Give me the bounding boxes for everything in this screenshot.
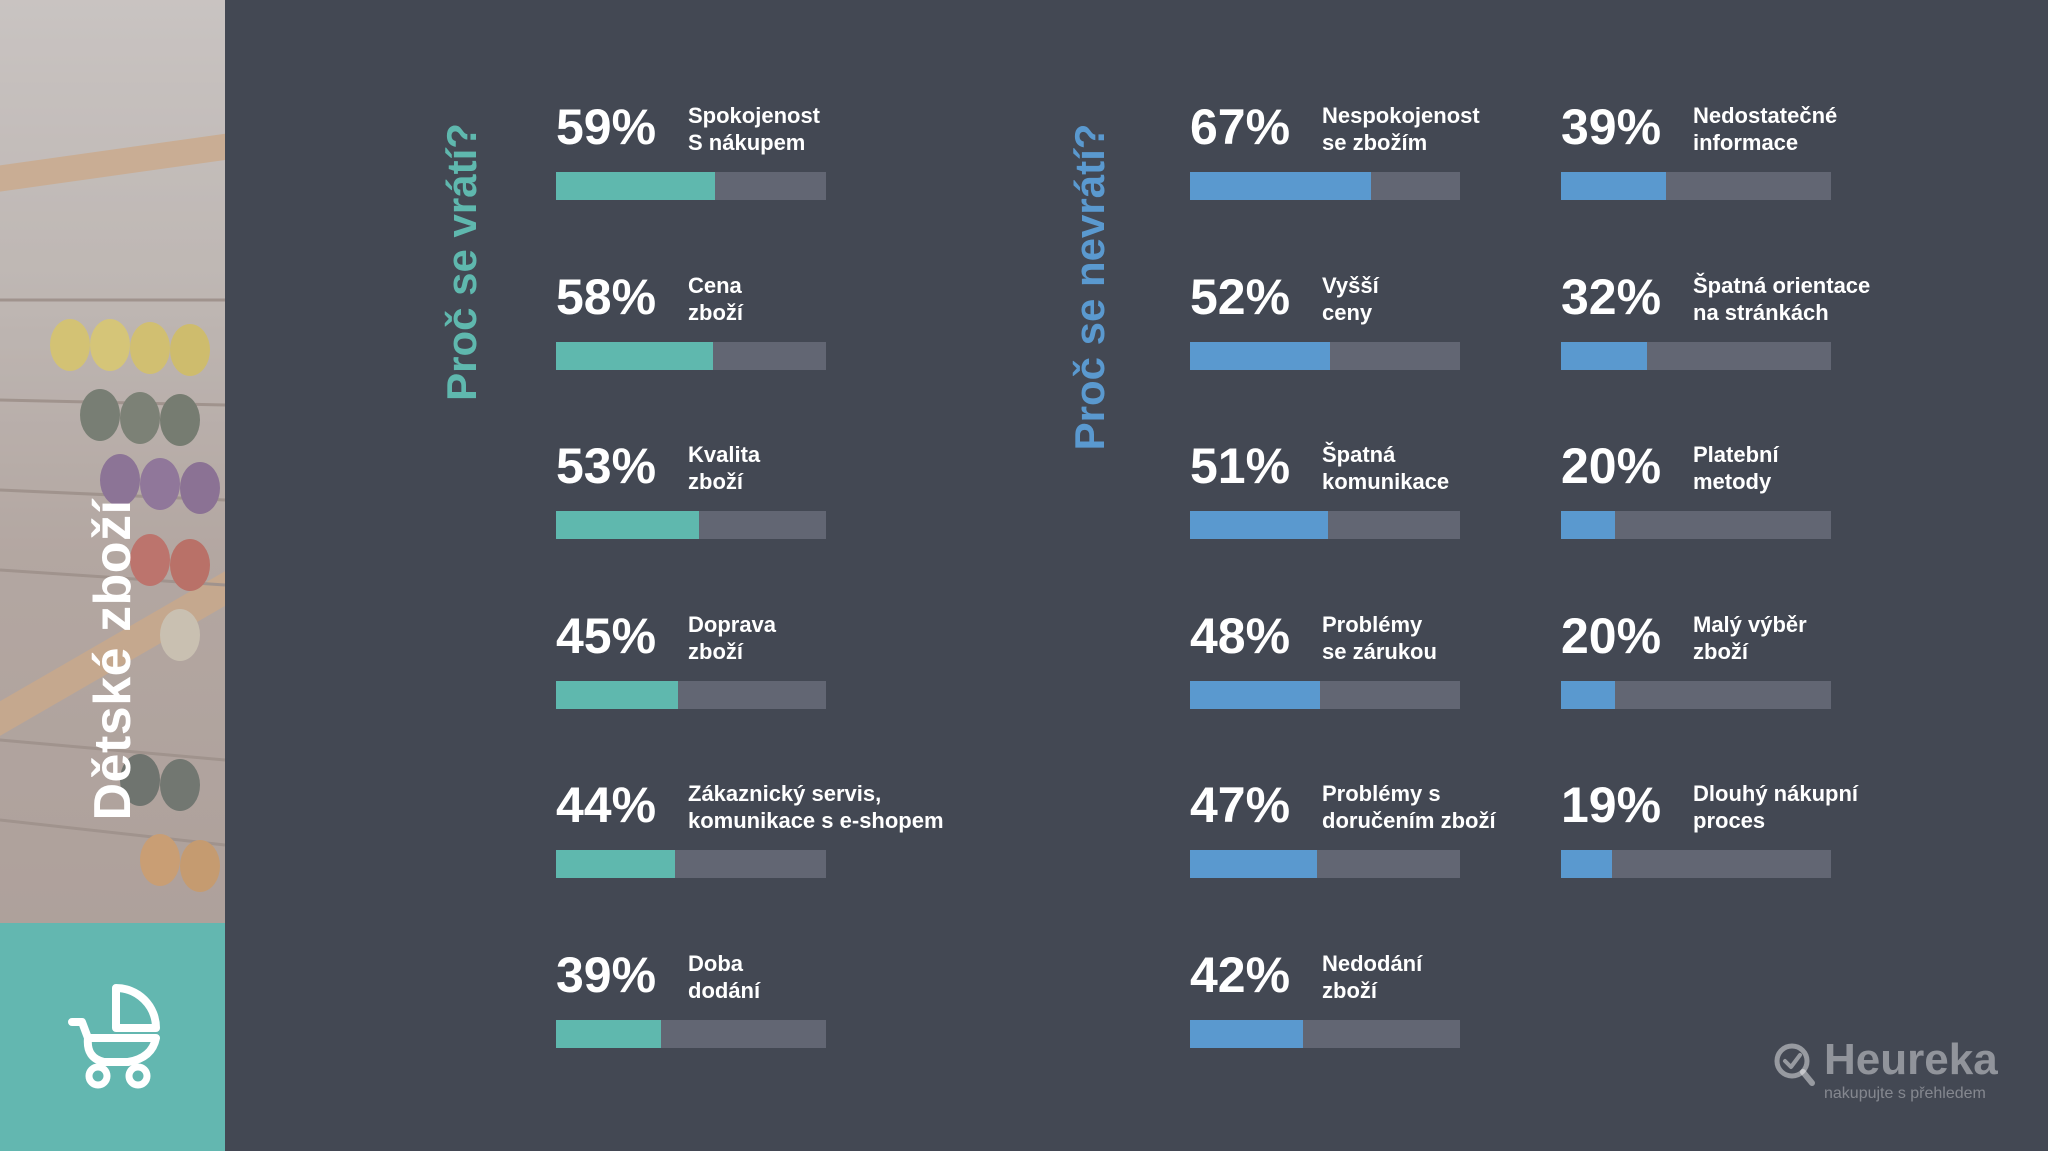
stat-label: Malý výběr zboží (1693, 612, 1807, 664)
stat-label: Doprava zboží (688, 612, 777, 664)
stat-label: Kvalita zboží (688, 442, 761, 494)
stat-item: 53% Kvalita zboží (556, 439, 956, 549)
photo-overlay (0, 0, 225, 923)
bar-track (1561, 342, 1831, 370)
bar-fill (1190, 511, 1328, 539)
bar-track (1190, 342, 1460, 370)
stat-percentage: 32% (1561, 269, 1662, 325)
stat-percentage: 39% (556, 947, 657, 1003)
stat-percentage: 20% (1561, 438, 1662, 494)
category-title: Dětské zboží (84, 499, 142, 821)
stat-item: 48% Problémy se zárukou (1190, 609, 1590, 719)
bar-track (1561, 172, 1831, 200)
bar-track (556, 681, 826, 709)
stat-item: 47% Problémy s doručením zboží (1190, 778, 1590, 888)
stat-percentage: 67% (1190, 99, 1291, 155)
heading-why-not-return: Proč se nevrátí? (1066, 123, 1113, 451)
logo-wordmark: Heureka (1824, 1035, 1998, 1084)
heureka-magnifier-icon (1774, 1043, 1815, 1086)
bar-fill (1190, 850, 1317, 878)
stat-label: Špatná orientace na stránkách (1693, 273, 1871, 325)
stat-label: Spokojenost S nákupem (688, 103, 821, 155)
stat-item: 44% Zákaznický servis, komunikace s e-sho… (556, 778, 956, 888)
stat-item: 19% Dlouhý nákupní proces (1561, 778, 1961, 888)
bar-fill (556, 342, 713, 370)
stat-item: 59% Spokojenost S nákupem (556, 100, 956, 210)
stat-item: 20% Malý výběr zboží (1561, 609, 1961, 719)
stat-item: 39% Doba dodání (556, 948, 956, 1058)
bar-fill (1561, 511, 1615, 539)
bar-track (1190, 172, 1460, 200)
bar-fill (556, 172, 715, 200)
stat-percentage: 47% (1190, 777, 1291, 833)
stat-label: Vyšší ceny (1322, 273, 1379, 325)
stat-percentage: 53% (556, 438, 657, 494)
stat-label: Nespokojenost se zbožím (1322, 103, 1480, 155)
bar-fill (1561, 342, 1647, 370)
bar-track (1561, 850, 1831, 878)
stat-percentage: 48% (1190, 608, 1291, 664)
bar-track (1561, 681, 1831, 709)
bar-track (1561, 511, 1831, 539)
stat-item: 52% Vyšší ceny (1190, 270, 1590, 380)
stat-percentage: 58% (556, 269, 657, 325)
stat-item: 45% Doprava zboží (556, 609, 956, 719)
stat-percentage: 20% (1561, 608, 1662, 664)
stat-label: Platební metody (1693, 442, 1779, 494)
stat-label: Problémy se zárukou (1322, 612, 1437, 664)
bar-track (556, 511, 826, 539)
heading-why-return: Proč se vrátí? (438, 123, 485, 401)
abacus-illustration (0, 126, 225, 892)
stat-percentage: 42% (1190, 947, 1291, 1003)
stat-item: 42% Nedodání zboží (1190, 948, 1590, 1058)
category-sidebar: Dětské zboží (0, 0, 225, 1151)
heureka-logo: Heureka nakupujte s přehledem (1772, 1035, 2002, 1105)
stat-item: 20% Platební metody (1561, 439, 1961, 549)
stat-label: Problémy s doručením zboží (1322, 781, 1496, 833)
stat-percentage: 39% (1561, 99, 1662, 155)
bar-fill (556, 681, 678, 709)
stat-label: Doba dodání (688, 951, 761, 1003)
bar-track (556, 172, 826, 200)
bar-track (556, 342, 826, 370)
bar-fill (1561, 172, 1666, 200)
logo-tagline: nakupujte s přehledem (1824, 1085, 1986, 1102)
stat-percentage: 19% (1561, 777, 1662, 833)
bar-fill (556, 850, 675, 878)
stat-label: Špatná komunikace (1322, 442, 1450, 494)
stat-label: Nedostatečné informace (1693, 103, 1838, 155)
bar-track (1190, 511, 1460, 539)
stat-percentage: 59% (556, 99, 657, 155)
stat-item: 39% Nedostatečné informace (1561, 100, 1961, 210)
stat-label: Cena zboží (688, 273, 743, 325)
bar-track (1190, 1020, 1460, 1048)
bar-fill (556, 1020, 661, 1048)
baby-stroller-icon (68, 984, 160, 1089)
stat-item: 67% Nespokojenost se zbožím (1190, 100, 1590, 210)
stat-item: 58% Cena zboží (556, 270, 956, 380)
bar-fill (1561, 850, 1612, 878)
bar-fill (1561, 681, 1615, 709)
bar-fill (1190, 342, 1330, 370)
stat-label: Zákaznický servis, komunikace s e-shopem (688, 781, 944, 833)
stat-item: 51% Špatná komunikace (1190, 439, 1590, 549)
stat-label: Nedodání zboží (1322, 951, 1423, 1003)
bar-fill (1190, 172, 1371, 200)
bar-fill (556, 511, 699, 539)
bar-track (1190, 681, 1460, 709)
stat-percentage: 44% (556, 777, 657, 833)
bar-track (556, 1020, 826, 1048)
stat-percentage: 51% (1190, 438, 1291, 494)
stat-item: 32% Špatná orientace na stránkách (1561, 270, 1961, 380)
bar-fill (1190, 1020, 1303, 1048)
stat-percentage: 52% (1190, 269, 1291, 325)
stat-percentage: 45% (556, 608, 657, 664)
bar-track (556, 850, 826, 878)
abacus-photo (0, 0, 225, 923)
bar-fill (1190, 681, 1320, 709)
stat-label: Dlouhý nákupní proces (1693, 781, 1858, 833)
bar-track (1190, 850, 1460, 878)
